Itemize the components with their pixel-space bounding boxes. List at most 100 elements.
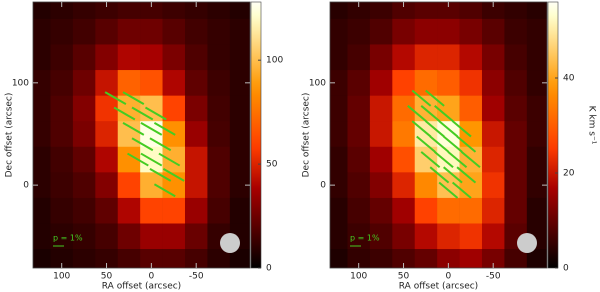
pixel	[481, 146, 505, 173]
pixel	[184, 197, 208, 224]
x-axis-label: RA offset (arcsec)	[102, 282, 181, 292]
pixel	[50, 95, 74, 122]
pixel	[481, 223, 505, 250]
pixel	[481, 249, 505, 268]
pixel	[184, 146, 208, 173]
pixel	[72, 121, 96, 148]
pixel	[369, 95, 393, 122]
pixel	[162, 172, 186, 199]
pixel	[347, 146, 371, 173]
polarization-vector	[451, 120, 472, 138]
pixel	[481, 18, 505, 45]
frame	[329, 1, 548, 269]
pixel	[50, 70, 74, 96]
polarization-vector	[104, 91, 127, 106]
pixel	[72, 223, 96, 250]
pixel	[504, 121, 528, 148]
pixel	[330, 146, 348, 173]
polarization-vector	[162, 168, 185, 182]
pixel	[140, 18, 163, 45]
pixel	[95, 121, 119, 148]
pixel	[72, 249, 96, 268]
pixel	[414, 249, 438, 268]
pixel	[50, 121, 74, 148]
polarization-vector	[113, 106, 136, 121]
polarization-vector	[153, 121, 176, 136]
pixel	[50, 44, 74, 71]
y-axis-label: Dec offset (arcsec)	[5, 93, 15, 178]
pixel	[33, 2, 51, 20]
pixel	[140, 249, 163, 268]
colorbar-tick-label: 0	[266, 264, 272, 274]
pixel	[504, 95, 528, 122]
polarization-vector	[425, 89, 445, 107]
colorbar-tick-label: 100	[266, 56, 283, 66]
polarization-vector	[434, 151, 454, 169]
pixel	[437, 44, 460, 71]
pixel	[414, 172, 438, 199]
polarization-vector	[456, 166, 477, 184]
pixel	[437, 18, 460, 45]
pixel	[229, 146, 250, 173]
x-tick-label: -50	[189, 272, 204, 282]
pixel	[117, 197, 141, 224]
pixel	[504, 249, 528, 268]
x-tick-label: 0	[445, 272, 451, 282]
pixel	[504, 146, 528, 173]
pixel	[330, 44, 348, 71]
pixel	[369, 197, 393, 224]
legend-text: p = 1%	[350, 234, 380, 243]
pixel	[95, 172, 119, 199]
pixel	[459, 70, 483, 96]
pixel	[229, 18, 250, 45]
pixel	[526, 146, 547, 173]
y-tick-label: 0	[23, 181, 29, 191]
x-tick-label: -50	[486, 272, 501, 282]
pixel	[140, 172, 163, 199]
pixel	[184, 2, 208, 20]
polarization-vector	[127, 152, 149, 167]
pixel	[392, 146, 416, 173]
pixel	[330, 95, 348, 122]
pixel	[229, 249, 250, 268]
pixel	[526, 2, 547, 20]
pixel	[481, 2, 505, 20]
image	[330, 2, 547, 268]
pixel	[184, 95, 208, 122]
pixel	[140, 2, 163, 20]
pixel	[117, 44, 141, 71]
pixel	[229, 172, 250, 199]
pixel	[526, 95, 547, 122]
pixel	[437, 95, 460, 122]
colorbar	[547, 1, 559, 269]
pixel	[95, 70, 119, 96]
pixel	[162, 249, 186, 268]
pixel	[140, 44, 163, 71]
pixel	[207, 249, 231, 268]
pixel	[392, 18, 416, 45]
pixel	[95, 18, 119, 45]
pixel	[184, 172, 208, 199]
pixel	[392, 121, 416, 148]
polarization-vector	[456, 135, 477, 153]
pixel	[207, 44, 231, 71]
polarization-vector	[149, 168, 172, 182]
pixel	[72, 2, 96, 20]
pixel	[414, 197, 438, 224]
pixel	[33, 249, 51, 268]
pixel	[117, 2, 141, 20]
pixel	[117, 70, 141, 96]
pixel	[526, 70, 547, 96]
colorbar-tick-label: 40	[563, 74, 575, 84]
pixel	[437, 223, 460, 250]
pixel	[437, 146, 460, 173]
polarization-vector	[158, 152, 181, 167]
pixel	[481, 44, 505, 71]
pixel	[162, 223, 186, 250]
polarization-vector	[416, 135, 436, 153]
polarization-vector	[434, 105, 454, 122]
pixel	[414, 70, 438, 96]
pixel	[369, 121, 393, 148]
polarization-vector	[140, 152, 163, 167]
